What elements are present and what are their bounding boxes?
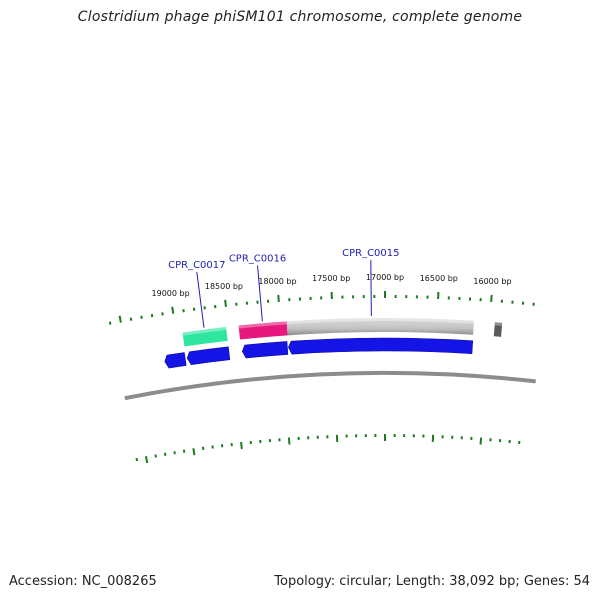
outer-tick: [118, 315, 122, 323]
label-layer: 16000 bp 16500 bp 17000 bp 17500 bp 18000 bp…: [152, 248, 512, 328]
gene-leader: [196, 272, 205, 328]
gene-label: CPR_C0017: [168, 260, 225, 271]
outer-tick: [490, 294, 493, 303]
outer-tick: [277, 294, 280, 303]
gene-CPR_C0015: [286, 317, 474, 336]
bp-label: 17500 bp: [312, 274, 350, 283]
inner-tick: [144, 456, 149, 464]
feature-track: [182, 317, 503, 347]
bp-label: 19000 bp: [152, 289, 190, 298]
gene-highlight: [494, 322, 503, 326]
inner-tick: [154, 454, 157, 458]
gene-block: [286, 317, 474, 336]
bp-label: 18500 bp: [205, 282, 243, 291]
inner-tick: [135, 457, 139, 462]
inner-tick: [163, 452, 167, 456]
backbone-ring: [124, 371, 536, 401]
bp-label: 18000 bp: [258, 277, 296, 286]
gene-label: CPR_C0015: [342, 248, 399, 259]
gene-leader: [370, 260, 372, 317]
gene-label: CPR_C0016: [229, 254, 286, 265]
cds-arrow: [241, 341, 289, 359]
cds-arrow: [288, 337, 474, 355]
outer-tick: [224, 299, 227, 307]
inner-tick: [479, 437, 483, 445]
gene-highlight: [286, 317, 474, 325]
gene-block: [238, 321, 288, 340]
cds-arrow: [164, 352, 187, 369]
gene-gene-dark: [493, 322, 503, 337]
outer-tick: [129, 317, 133, 321]
inner-tick: [240, 441, 243, 450]
summary-text: Topology: circular; Length: 38,092 bp; G…: [274, 574, 590, 589]
gene-leader: [257, 265, 263, 322]
cds-arrow: [186, 346, 231, 366]
gene-block: [493, 322, 503, 337]
bp-label: 16000 bp: [473, 277, 511, 286]
gene-CPR_C0017: [182, 326, 228, 347]
outer-tick: [140, 315, 143, 319]
bp-label: 16500 bp: [420, 274, 458, 283]
gene-highlight: [238, 321, 287, 329]
cds-track: [164, 337, 474, 369]
inner-tick-ring: [135, 434, 521, 464]
bp-label: 17000 bp: [366, 273, 404, 282]
gene-highlight: [182, 326, 227, 336]
accession-text: Accession: NC_008265: [9, 574, 157, 589]
outer-tick: [108, 321, 112, 325]
map-title: Clostridium phage phiSM101 chromosome, c…: [77, 9, 523, 25]
inner-tick: [287, 437, 291, 445]
outer-tick-ring: [108, 291, 535, 325]
gene-block: [182, 326, 228, 347]
gene-CPR_C0016: [238, 321, 288, 340]
backbone-arc: [124, 371, 536, 401]
inner-tick: [192, 448, 196, 456]
outer-tick: [171, 306, 175, 314]
